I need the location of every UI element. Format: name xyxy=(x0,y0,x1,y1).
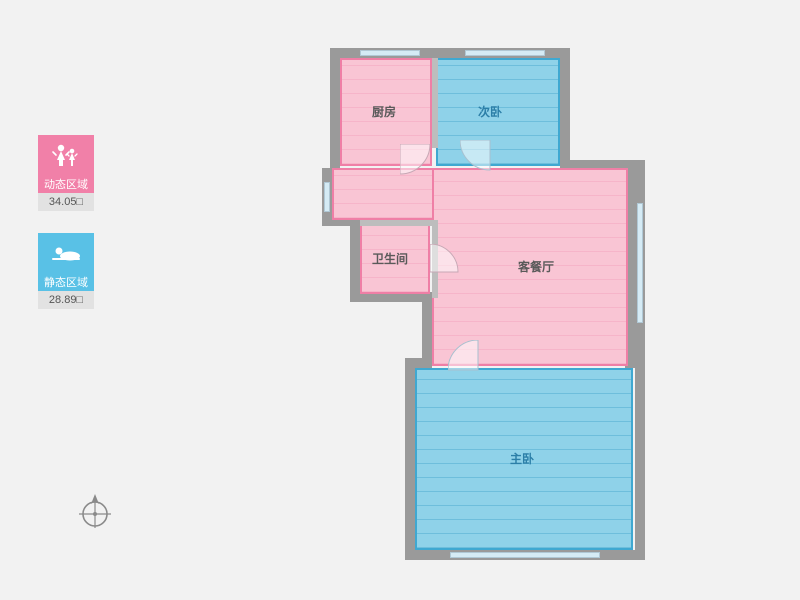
door-arc xyxy=(448,340,482,374)
legend-dynamic: 动态区域 34.05□ xyxy=(38,135,94,211)
people-icon xyxy=(38,135,94,175)
inner-wall xyxy=(432,58,438,148)
legend-static-value: 28.89□ xyxy=(38,291,94,309)
floorplan: 厨房 次卧 卫生间 客餐厅 主卧 xyxy=(300,48,670,560)
wall-segment xyxy=(422,292,432,364)
wall-segment xyxy=(350,216,360,298)
room-bathroom-label: 卫生间 xyxy=(372,250,408,267)
window xyxy=(360,50,420,56)
door-arc xyxy=(460,140,494,174)
wall-segment xyxy=(560,48,570,170)
door-arc xyxy=(430,244,460,274)
room-living-label: 客餐厅 xyxy=(518,258,554,275)
legend-static-label: 静态区域 xyxy=(38,273,94,291)
legend-dynamic-label: 动态区域 xyxy=(38,175,94,193)
door-arc xyxy=(400,144,434,178)
window xyxy=(450,552,600,558)
room-bedroom1-label: 主卧 xyxy=(510,450,534,467)
window xyxy=(465,50,545,56)
legend-panel: 动态区域 34.05□ 静态区域 28.89□ xyxy=(38,135,94,331)
legend-dynamic-value: 34.05□ xyxy=(38,193,94,211)
wall-segment xyxy=(635,358,645,560)
room-kitchen-label: 厨房 xyxy=(372,103,396,120)
window xyxy=(637,203,643,323)
room-bedroom2-label: 次卧 xyxy=(478,103,502,120)
inner-wall xyxy=(360,220,438,226)
wall-segment xyxy=(330,48,340,180)
sleep-icon xyxy=(38,233,94,273)
legend-static: 静态区域 28.89□ xyxy=(38,233,94,309)
window xyxy=(324,182,330,212)
compass-icon xyxy=(75,490,115,530)
wall-segment xyxy=(405,358,415,560)
